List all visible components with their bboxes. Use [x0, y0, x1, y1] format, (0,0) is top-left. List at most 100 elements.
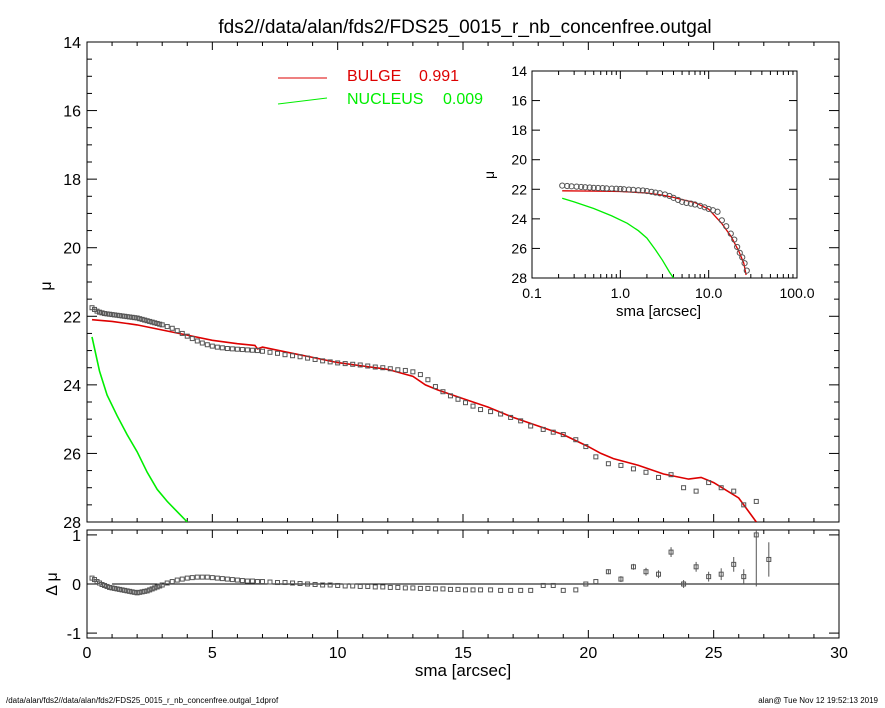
inset-data-point	[564, 182, 571, 190]
residual-point	[327, 582, 333, 588]
main-y-tick-label: 28	[63, 515, 81, 532]
main-data-point	[560, 432, 566, 438]
main-data-point	[643, 469, 649, 475]
residual-x-tick-label: 5	[208, 645, 217, 662]
main-data-point	[234, 346, 240, 352]
footer-left: /data/alan/fds2//data/alan/fds2/FDS25_00…	[6, 696, 279, 705]
main-data-point	[618, 462, 624, 468]
residual-point	[267, 579, 273, 585]
inset-data-point	[635, 187, 642, 194]
residual-point	[440, 586, 446, 592]
residual-point	[94, 579, 100, 585]
residual-point	[117, 586, 123, 592]
main-data-point	[410, 369, 416, 375]
residual-point	[224, 576, 230, 582]
main-data-point	[144, 318, 150, 324]
inset-data-point	[718, 217, 725, 224]
inset-data-point	[643, 187, 651, 195]
inset-x-axis-label: sma [arcsec]	[616, 303, 701, 320]
main-data-point	[731, 488, 737, 494]
main-data-point	[741, 502, 747, 508]
inset-data-point	[734, 243, 741, 251]
residual-point	[97, 580, 103, 586]
main-data-point	[184, 333, 190, 339]
main-data-point	[99, 310, 105, 316]
main-data-point	[137, 316, 143, 322]
main-data-point	[488, 409, 494, 415]
residual-point	[681, 581, 687, 587]
residual-point	[239, 578, 245, 584]
residual-point	[229, 577, 235, 583]
main-data-point	[718, 485, 724, 491]
main-data-point	[139, 316, 145, 322]
main-data-point	[706, 480, 712, 486]
residual-y-tick-label: 1	[72, 528, 81, 545]
main-data-point	[357, 362, 363, 368]
residual-point	[122, 587, 128, 593]
residual-point	[410, 585, 416, 591]
residual-point	[152, 585, 158, 591]
main-data-point	[259, 348, 265, 354]
main-y-tick-label: 22	[63, 309, 81, 326]
residual-point	[199, 574, 205, 580]
inset-series-nucleus-line	[562, 197, 675, 278]
inset-plot-frame	[531, 70, 798, 279]
residual-point	[478, 587, 484, 593]
inset-x-tick-label: 1.0	[611, 285, 631, 301]
residual-x-tick-label: 30	[830, 645, 848, 662]
main-data-point	[275, 350, 281, 356]
residual-point	[766, 556, 772, 562]
residual-point	[342, 583, 348, 589]
inset-y-tick-label: 16	[511, 93, 527, 109]
main-data-point	[630, 466, 636, 472]
legend-nucleus-value: 0.009	[443, 91, 483, 108]
residual-point	[528, 587, 534, 593]
residual-point	[320, 582, 326, 588]
residual-x-tick-label: 10	[329, 645, 347, 662]
inset-y-tick-label: 28	[511, 270, 527, 286]
residual-point	[89, 575, 95, 581]
residual-point	[219, 576, 225, 582]
residual-point	[508, 587, 514, 593]
residual-point	[290, 580, 296, 586]
main-data-point	[149, 319, 155, 325]
residual-point	[102, 582, 108, 588]
residual-point	[518, 587, 524, 593]
residual-point	[540, 582, 546, 588]
residual-point	[174, 577, 180, 583]
main-data-point	[112, 312, 118, 318]
inset-y-tick-label: 24	[511, 211, 527, 227]
residual-point	[498, 587, 504, 593]
main-data-point	[159, 322, 165, 328]
residual-point	[159, 582, 165, 588]
legend-bulge-name: BULGE	[347, 68, 401, 85]
residual-point	[147, 587, 153, 593]
inset-data-point	[613, 185, 620, 192]
footer-right: alan@ Tue Nov 12 19:52:13 2019	[758, 696, 878, 705]
main-data-point	[189, 336, 195, 342]
residual-point	[157, 583, 163, 589]
residual-point	[164, 580, 170, 586]
residual-point	[244, 578, 250, 584]
residual-point	[583, 581, 589, 587]
inset-data-point	[578, 183, 585, 191]
main-data-point	[305, 355, 311, 361]
main-y-tick-label: 18	[63, 172, 81, 189]
legend-nucleus-name: NUCLEUS	[347, 91, 423, 108]
main-data-point	[129, 314, 135, 320]
main-data-point	[142, 317, 148, 323]
main-data-point	[122, 313, 128, 319]
inset-data-point	[714, 208, 721, 215]
main-data-point	[693, 488, 699, 494]
residual-point	[204, 574, 210, 580]
main-data-point	[124, 314, 130, 320]
main-data-point	[417, 372, 423, 378]
residual-point	[706, 574, 712, 580]
inset-data-point	[590, 184, 597, 191]
main-data-point	[463, 400, 469, 406]
main-series-bulge-line	[91, 318, 757, 522]
main-data-point	[380, 365, 386, 371]
main-data-point	[365, 363, 371, 369]
main-data-point	[164, 324, 170, 330]
